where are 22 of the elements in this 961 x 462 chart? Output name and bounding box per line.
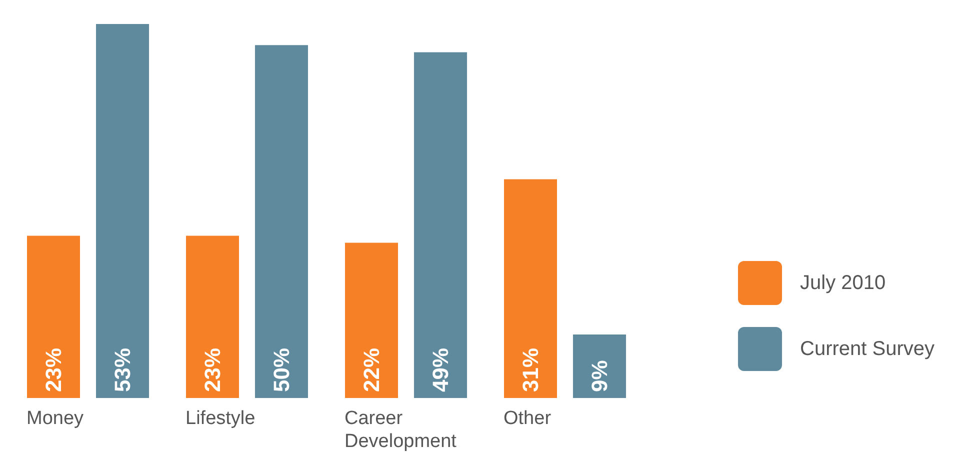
bar (186, 236, 239, 398)
x-tick-label: Career Development (344, 408, 458, 452)
data-label: 31% (518, 348, 543, 392)
x-tick-label: Money (26, 408, 84, 429)
bar (504, 179, 557, 398)
data-label: 53% (110, 348, 135, 392)
bar (345, 242, 398, 398)
data-label: 50% (269, 348, 294, 392)
data-label: 23% (200, 348, 225, 392)
legend-label: Current Survey (800, 338, 934, 360)
x-tick-label: Lifestyle (186, 408, 256, 429)
data-label: 9% (587, 360, 612, 392)
bar (96, 24, 149, 398)
bar (27, 236, 80, 398)
data-label: 23% (41, 348, 66, 392)
bar (255, 45, 308, 398)
data-label: 22% (359, 348, 384, 392)
bar (414, 52, 467, 398)
legend-label: July 2010 (800, 272, 886, 294)
x-tick-label: Other (504, 408, 552, 429)
data-label: 49% (428, 348, 453, 392)
bar (573, 334, 626, 398)
